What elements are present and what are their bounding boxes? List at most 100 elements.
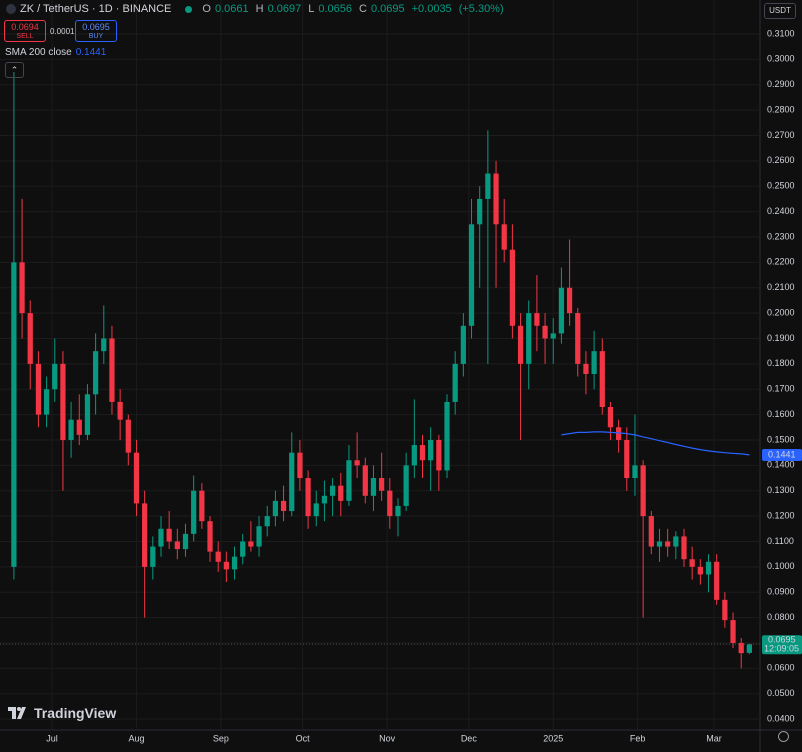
y-tick-label: 0.1200	[767, 510, 795, 520]
x-tick-label: Oct	[296, 733, 311, 743]
candle-body	[599, 351, 605, 407]
candle-body	[329, 485, 336, 496]
last-price-value: 0.0695	[768, 635, 796, 645]
candle-body	[223, 561, 229, 570]
y-tick-label: 0.0800	[767, 612, 795, 622]
candle-body	[714, 561, 720, 600]
candle-body	[648, 516, 654, 547]
candle-body	[477, 198, 483, 225]
candle-body	[68, 419, 74, 440]
sma-line	[561, 431, 750, 456]
x-tick-label: 2025	[543, 733, 563, 743]
candle-body	[289, 452, 295, 512]
change: +0.0035	[411, 3, 452, 15]
settings-button[interactable]	[778, 731, 789, 742]
x-tick-label: Jul	[46, 733, 58, 743]
candle-body	[150, 546, 156, 567]
brand-icon	[8, 707, 26, 719]
candle-body	[746, 644, 752, 653]
candle-body	[591, 351, 597, 375]
candle-body	[182, 533, 189, 550]
candle-body	[517, 325, 524, 364]
sma-price-value: 0.1441	[768, 449, 796, 459]
candle-body	[681, 536, 687, 560]
candle-body	[632, 465, 638, 479]
candle-body	[607, 406, 614, 428]
indicator-legend: SMA 200 close 0.1441	[5, 47, 106, 58]
y-tick-label: 0.2300	[767, 231, 795, 241]
spread: 0.0001	[50, 27, 75, 36]
ohlc-value: 0.0656	[318, 3, 352, 15]
candle-body	[436, 439, 442, 471]
candle-body	[534, 313, 540, 326]
indicator-value: 0.1441	[75, 47, 107, 58]
candle-body	[558, 287, 565, 334]
candle-body	[689, 559, 695, 567]
candle-body	[280, 500, 287, 512]
candle-body	[35, 363, 42, 415]
candle-body	[125, 419, 131, 453]
candle-body	[738, 642, 744, 654]
candle-body	[575, 313, 581, 364]
candle-body	[199, 490, 205, 522]
y-tick-label: 0.3100	[767, 28, 795, 38]
candle-body	[338, 485, 344, 501]
buy-label: BUY	[88, 33, 104, 40]
candle-body	[395, 505, 401, 517]
sell-button[interactable]: 0.0694 SELL	[4, 20, 46, 42]
candle-body	[501, 224, 507, 250]
candle-body	[705, 561, 712, 575]
candle-body	[419, 445, 426, 461]
y-tick-label: 0.0500	[767, 688, 795, 698]
candle-body	[493, 173, 499, 225]
x-tick-label: Nov	[379, 733, 396, 743]
y-tick-label: 0.2700	[767, 130, 795, 140]
x-tick-label: Sep	[213, 733, 229, 743]
x-tick-label: Mar	[706, 733, 722, 743]
symbol-legend: ZK / TetherUS · 1D · BINANCE O 0.0661 H 0.…	[6, 3, 507, 15]
candle-body	[109, 338, 115, 402]
sell-price: 0.0694	[11, 22, 39, 32]
y-tick-label: 0.2400	[767, 206, 795, 216]
brand-name: TradingView	[34, 705, 117, 721]
candle-body	[730, 620, 736, 643]
candle-body	[248, 541, 254, 547]
countdown: 12:09:05	[764, 644, 799, 654]
collapse-button[interactable]: ⌃	[5, 62, 24, 78]
y-tick-label: 0.0600	[767, 663, 795, 673]
currency-button[interactable]: USDT	[764, 3, 796, 19]
x-tick-label: Aug	[128, 733, 144, 743]
candle-body	[722, 599, 728, 621]
candle-body	[542, 325, 548, 339]
candle-body	[656, 541, 663, 547]
candle-body	[207, 521, 213, 552]
candle-body	[27, 313, 33, 364]
change-percent: (+5.30%)	[458, 3, 504, 15]
candle-body	[468, 224, 475, 326]
candle-body	[354, 460, 360, 466]
candle-body	[526, 313, 532, 364]
candle-body	[84, 394, 91, 435]
y-tick-label: 0.2000	[767, 307, 795, 317]
candle-body	[428, 439, 434, 461]
ohlc-value: 0.0697	[267, 3, 302, 15]
candle-body	[231, 556, 238, 570]
candle-body	[616, 427, 622, 440]
candle-body	[166, 528, 172, 542]
ohlc-value: 0.0661	[214, 3, 249, 15]
candle-body	[272, 500, 279, 517]
candle-body	[101, 338, 107, 352]
symbol-logo	[6, 4, 16, 14]
buy-button[interactable]: 0.0695 BUY	[75, 20, 117, 42]
candle-body	[43, 389, 50, 415]
candle-body	[256, 526, 262, 547]
y-tick-label: 0.1100	[767, 536, 794, 546]
candle-body	[444, 401, 450, 471]
candle-body	[133, 452, 140, 504]
candle-body	[370, 478, 377, 496]
ohlc-label: C	[359, 3, 367, 15]
candle-body	[52, 363, 58, 390]
candle-body	[297, 452, 303, 479]
